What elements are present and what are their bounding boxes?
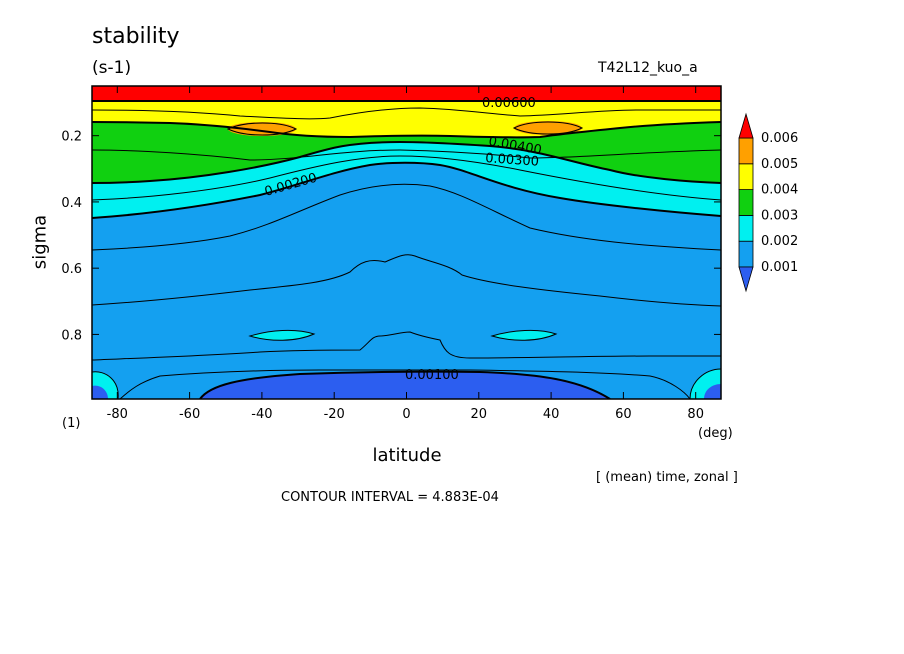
- colorbar-label: 0.001: [761, 260, 798, 275]
- y-tick-label: 0.8: [61, 328, 82, 343]
- dark-corner-right: [704, 384, 721, 399]
- x-tick-label: 60: [615, 407, 632, 422]
- contour-line: [689, 368, 721, 399]
- colorbar-label: 0.006: [761, 131, 798, 146]
- x-tick-label: 80: [687, 407, 704, 422]
- y-tick-label: 0.2: [61, 130, 82, 145]
- x-tick-label: -80: [107, 407, 128, 422]
- contour-line: [248, 329, 316, 341]
- contour-line: [199, 370, 611, 399]
- contour-label: 0.00300: [485, 151, 540, 170]
- colorbar-box: [738, 214, 754, 242]
- colorbar: 0.001 0.002 0.003 0.004 0.005 0.006: [738, 112, 798, 293]
- cyan-blob-left: [250, 330, 314, 341]
- contour-line: [92, 183, 721, 251]
- x-tick-label: 0: [402, 407, 410, 422]
- chart-units: (s-1): [92, 58, 132, 78]
- contour-line: [92, 371, 119, 399]
- x-axis-unit: (deg): [698, 426, 733, 441]
- colorbar-box: [738, 163, 754, 191]
- colorbar-box: [738, 189, 754, 216]
- colorbar-box: [738, 137, 754, 165]
- x-tick-label: -40: [251, 407, 272, 422]
- contour-line: [119, 369, 691, 399]
- x-tick-label: -20: [324, 407, 345, 422]
- contour-line: [92, 161, 721, 219]
- contour-line: [92, 121, 721, 139]
- dark-corner-left: [92, 385, 108, 399]
- contour-line: [226, 122, 298, 136]
- contour-line: [92, 149, 721, 161]
- colorbar-extend-top: [738, 112, 754, 139]
- contour-line: [92, 331, 721, 361]
- colorbar-label: 0.005: [761, 157, 798, 172]
- band-0006-plus: [92, 86, 721, 101]
- x-tick-label: 40: [543, 407, 560, 422]
- chart-title: stability: [92, 24, 180, 49]
- cyan-blob-right: [492, 330, 556, 341]
- contour-line: [92, 254, 721, 307]
- x-tick-label: -60: [179, 407, 200, 422]
- y-tick-label: 0.4: [61, 196, 82, 211]
- colorbar-label: 0.003: [761, 208, 798, 223]
- contour-lines: [92, 100, 721, 399]
- contour-line: [92, 107, 721, 120]
- colorbar-label: 0.004: [761, 183, 798, 198]
- colorbar-box: [738, 240, 754, 268]
- x-axis-ticks: -80 -60 -40 -20 0 20 40 60 80: [107, 86, 704, 422]
- filled-contours: [92, 86, 721, 399]
- y-axis-ticks: 0.2 0.4 0.6 0.8: [61, 130, 721, 343]
- orange-blob-right: [514, 121, 582, 135]
- colorbar-extend-bottom: [738, 266, 754, 293]
- contour-line: [92, 140, 721, 184]
- contour-line: [92, 155, 721, 201]
- band-below-0001: [200, 371, 610, 399]
- x-axis-label: latitude: [372, 445, 442, 466]
- y-axis-unit: (1): [62, 416, 81, 431]
- y-tick-label: 0.6: [61, 262, 82, 277]
- contour-label: 0.00100: [405, 368, 459, 383]
- x-tick-label: 20: [471, 407, 488, 422]
- contour-label: 0.00600: [482, 96, 536, 111]
- contour-line: [512, 121, 584, 135]
- contour-interval: CONTOUR INTERVAL = 4.883E-04: [281, 490, 499, 505]
- averaging-note: [ (mean) time, zonal ]: [596, 470, 738, 485]
- run-name: T42L12_kuo_a: [598, 60, 698, 76]
- contour-line: [490, 329, 558, 341]
- colorbar-label: 0.002: [761, 234, 798, 249]
